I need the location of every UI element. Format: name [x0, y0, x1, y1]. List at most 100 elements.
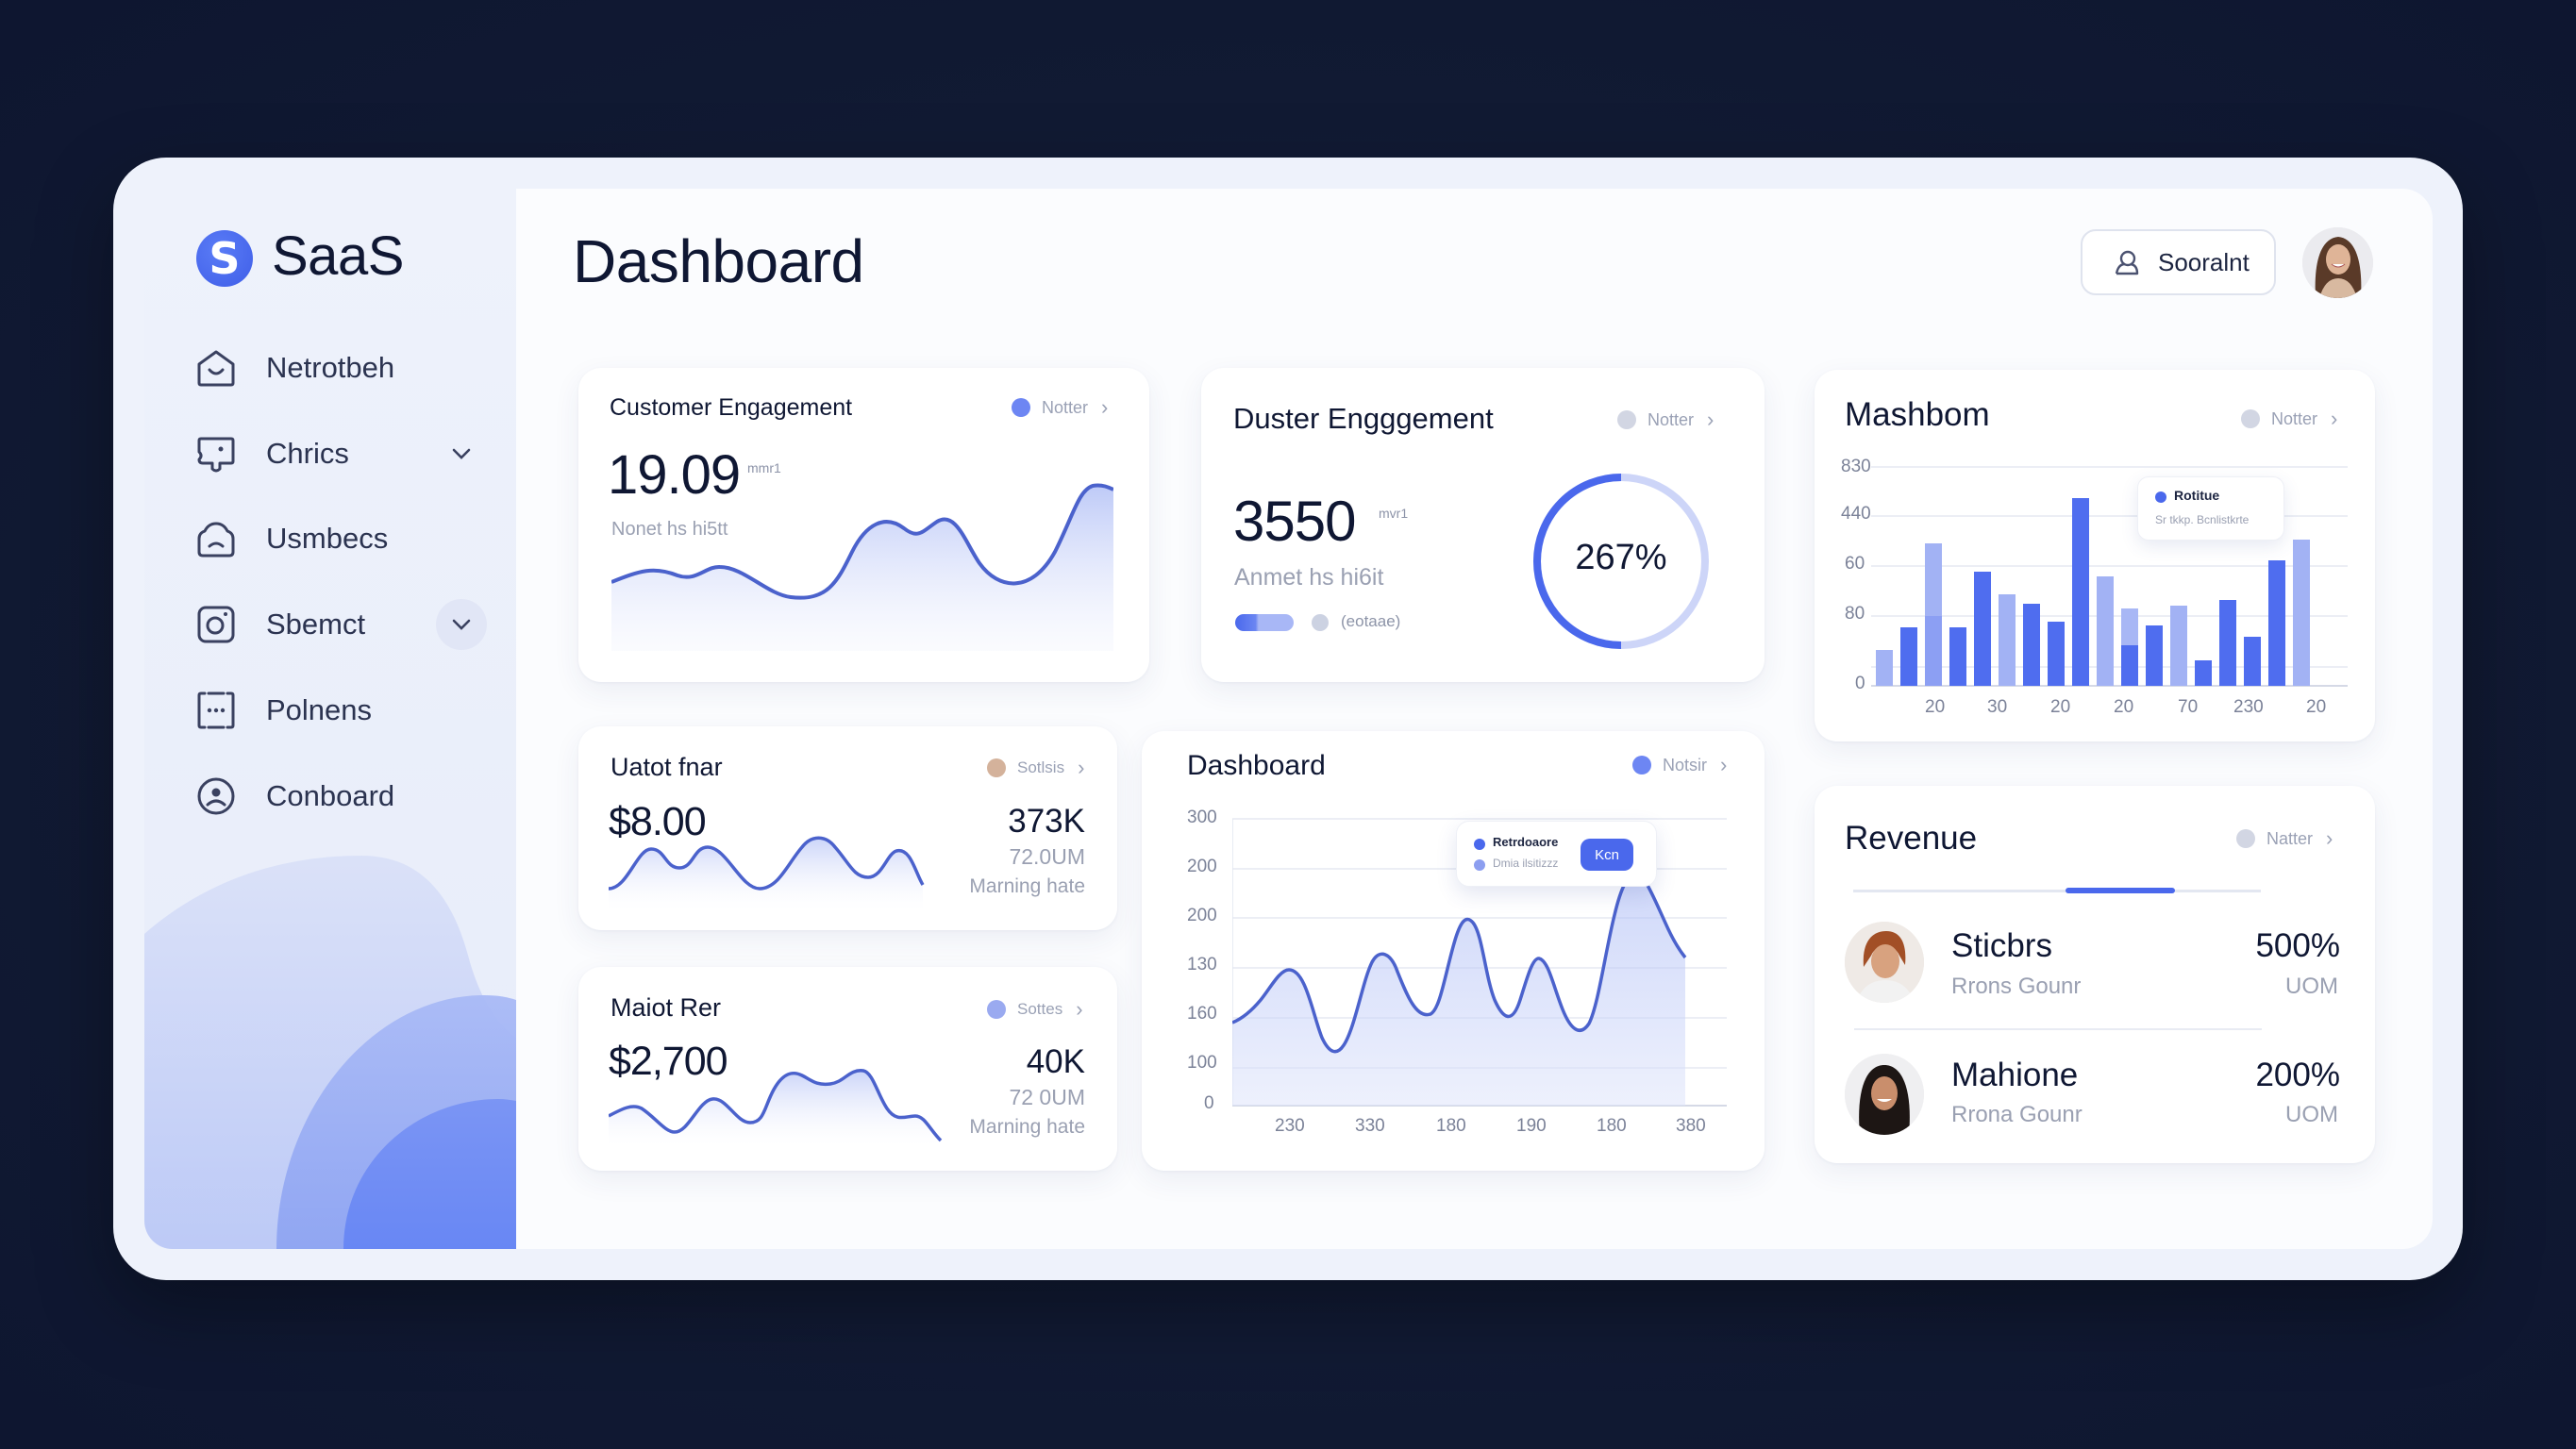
metric-subtitle: Nonet hs hi5tt — [611, 519, 728, 540]
status-dot — [1632, 756, 1651, 774]
y-tick: 60 — [1845, 554, 1865, 574]
chevron-right-icon: › — [2331, 407, 2338, 430]
folder-icon — [194, 517, 238, 560]
list-item-name: Mahione — [1951, 1057, 2079, 1093]
tab-indicator[interactable] — [2066, 888, 2175, 893]
card-title: Uatot fnar — [611, 753, 723, 781]
user-avatar[interactable] — [2302, 227, 2373, 298]
status-dot — [987, 758, 1006, 777]
x-tick: 30 — [1987, 697, 2008, 717]
tooltip-dot — [2155, 491, 2166, 503]
chat-icon — [194, 689, 238, 732]
card-title: Mashbom — [1845, 396, 1990, 433]
card-link-sottes[interactable]: Sottes › — [987, 997, 1083, 1022]
sidebar-item-sbemct[interactable]: Sbemct — [194, 596, 487, 653]
legend-swatch — [1235, 614, 1294, 631]
x-tick: 380 — [1676, 1116, 1706, 1136]
list-item-value-sub: UOM — [2285, 974, 2338, 999]
card-link-natter[interactable]: Natter › — [2236, 826, 2333, 851]
search-button[interactable]: Sooralnt — [2081, 229, 2276, 295]
card-title: Duster Engggement — [1233, 402, 1494, 435]
list-item-name: Sticbrs — [1951, 927, 2052, 964]
card-link-sotlsis[interactable]: Sotlsis › — [987, 756, 1084, 780]
x-tick: 230 — [1275, 1116, 1305, 1136]
card-link-notter[interactable]: Notter › — [2241, 407, 2337, 431]
search-button-label: Sooralnt — [2158, 247, 2250, 276]
sidebar — [144, 189, 516, 1249]
page-title: Dashboard — [573, 227, 864, 295]
metric-value: 19.09 — [608, 444, 741, 506]
secondary-caption: Marning hate — [969, 875, 1085, 897]
tooltip-dot — [1474, 839, 1485, 850]
list-item-value-sub: UOM — [2285, 1102, 2338, 1127]
metric-value: $2,700 — [609, 1039, 728, 1084]
secondary-value: 40K — [1026, 1043, 1085, 1080]
user-search-icon — [2113, 248, 2141, 276]
chevron-down-icon[interactable] — [436, 428, 487, 479]
ring-value: 267% — [1575, 538, 1667, 577]
y-tick: 100 — [1187, 1053, 1217, 1073]
x-tick: 190 — [1516, 1116, 1547, 1136]
x-tick: 230 — [2233, 697, 2264, 717]
x-tick: 180 — [1436, 1116, 1466, 1136]
user-circle-icon — [194, 774, 238, 818]
chevron-right-icon: › — [1101, 395, 1109, 419]
chart-tooltip: Rotitue Sr tkkp. Bcnlistkrte — [2137, 476, 2284, 541]
sidebar-item-chrics[interactable]: Chrics — [194, 425, 487, 482]
chevron-down-icon[interactable] — [436, 599, 487, 650]
sidebar-item-polnens[interactable]: Polnens — [194, 682, 487, 739]
sidebar-item-label: Conboard — [266, 779, 395, 812]
chevron-right-icon: › — [1076, 997, 1083, 1021]
sidebar-item-label: Polnens — [266, 693, 373, 726]
y-tick: 440 — [1841, 504, 1871, 524]
status-dot — [2241, 409, 2260, 428]
tooltip-dot — [1474, 859, 1485, 871]
y-tick: 300 — [1187, 808, 1217, 827]
metric-value: 3550 — [1233, 490, 1356, 553]
sidebar-item-netrotbeh[interactable]: Netrotbeh — [194, 340, 487, 396]
puzzle-icon — [194, 432, 238, 475]
x-tick: 180 — [1597, 1116, 1627, 1136]
tooltip-button[interactable]: Kcn — [1581, 839, 1633, 871]
status-dot — [1012, 398, 1030, 417]
card-title: Revenue — [1845, 820, 1978, 857]
card-link-notter[interactable]: Notter › — [1012, 395, 1108, 420]
camera-icon — [194, 603, 238, 646]
mashbom-bar-chart — [1871, 466, 2348, 687]
chevron-right-icon: › — [1720, 753, 1728, 776]
y-tick: 0 — [1855, 674, 1865, 693]
tooltip-title: Retrdoaore — [1493, 835, 1559, 849]
x-tick: 20 — [1925, 697, 1946, 717]
sidebar-item-label: Netrotbeh — [266, 351, 395, 384]
status-dot — [987, 1000, 1006, 1019]
x-tick: 20 — [2050, 697, 2071, 717]
x-tick: 20 — [2114, 697, 2134, 717]
list-item-value: 200% — [2255, 1057, 2340, 1093]
y-tick: 160 — [1187, 1004, 1217, 1024]
maiot-sparkline — [609, 1069, 943, 1146]
status-dot — [1617, 410, 1636, 429]
metric-unit: mvr1 — [1379, 506, 1409, 521]
sidebar-item-label: Chrics — [266, 437, 349, 470]
chevron-right-icon: › — [1707, 408, 1715, 431]
list-item-sub: Rrona Gounr — [1951, 1102, 2083, 1127]
sidebar-item-usmbecs[interactable]: Usmbecs — [194, 510, 487, 567]
uatot-sparkline — [609, 836, 925, 910]
metric-subtitle: Anmet hs hi6it — [1234, 564, 1384, 591]
x-tick: 20 — [2306, 697, 2327, 717]
chevron-right-icon: › — [2326, 826, 2333, 850]
card-link-notter[interactable]: Notter › — [1617, 408, 1714, 432]
status-dot — [2236, 829, 2255, 848]
chart-tooltip: Retrdoaore Dmia ilsitizzz Kcn — [1456, 821, 1657, 887]
tooltip-title: Rotitue — [2174, 488, 2220, 503]
brand-logo[interactable]: S — [196, 230, 253, 287]
customer-engagement-sparkline — [611, 483, 1113, 651]
secondary-caption: Marning hate — [969, 1116, 1085, 1138]
list-item-sub: Rrons Gounr — [1951, 974, 2082, 999]
secondary-value: 373K — [1008, 803, 1085, 840]
card-link-notsir[interactable]: Notsir › — [1632, 753, 1727, 777]
sidebar-item-conboard[interactable]: Conboard — [194, 768, 487, 824]
dashboard-line-chart — [1232, 818, 1727, 1107]
brand-name: SaaS — [272, 225, 404, 287]
secondary-sub: 72 0UM — [1009, 1085, 1085, 1109]
